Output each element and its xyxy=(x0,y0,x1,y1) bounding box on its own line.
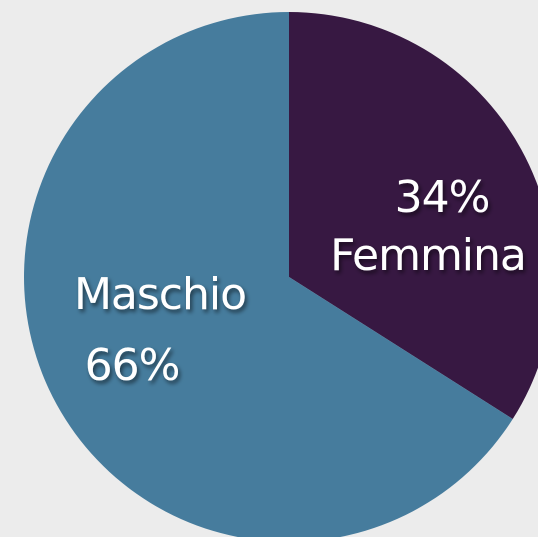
pie-slice xyxy=(289,12,538,419)
slice-category-label: Femmina xyxy=(330,230,526,281)
pie-slice xyxy=(24,12,513,537)
slice-value-label: 34% xyxy=(395,172,490,223)
slice-value-label: 66% xyxy=(85,340,180,391)
slice-category-label: Maschio xyxy=(74,269,246,320)
